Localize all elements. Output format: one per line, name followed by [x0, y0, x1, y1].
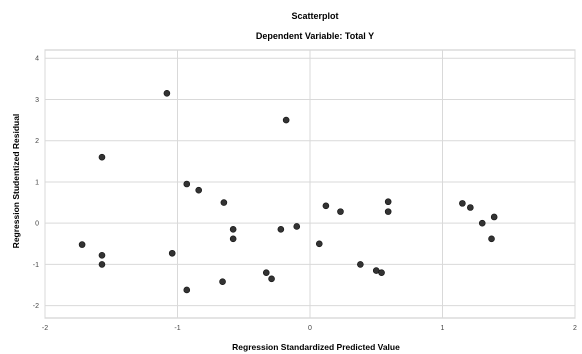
x-tick-label: 1 — [441, 325, 445, 332]
scatter-point — [467, 204, 474, 211]
y-tick-label: 1 — [35, 179, 39, 186]
x-tick-label: 0 — [308, 325, 312, 332]
x-tick-label: 2 — [573, 325, 577, 332]
scatter-point — [220, 199, 228, 206]
x-tick-label: -2 — [42, 325, 48, 332]
scatter-point — [315, 240, 323, 248]
scatter-point — [183, 180, 191, 188]
scatter-point — [459, 200, 466, 207]
scatter-point — [322, 202, 330, 210]
scatter-point — [262, 269, 270, 276]
scatter-point — [384, 208, 392, 215]
scatter-point — [378, 269, 385, 276]
scatter-point — [183, 286, 191, 294]
x-axis-ticks: -2 -1 0 1 2 — [42, 325, 577, 332]
scatter-point — [78, 241, 86, 248]
chart-subtitle: Dependent Variable: Total Y — [256, 31, 374, 41]
scatter-point — [229, 226, 237, 233]
y-tick-label: 2 — [35, 138, 39, 145]
scatter-point — [293, 223, 301, 230]
data-points — [78, 89, 498, 294]
scatter-point — [219, 278, 226, 286]
y-tick-label: 4 — [35, 56, 39, 63]
scatter-point — [357, 261, 364, 268]
scatter-point — [277, 226, 285, 233]
y-tick-label: -1 — [33, 262, 39, 269]
scatter-point — [337, 208, 344, 215]
y-tick-label: 0 — [35, 221, 39, 228]
grid-lines — [44, 50, 576, 318]
scatter-point — [163, 89, 171, 97]
scatter-point — [478, 219, 486, 227]
scatter-point — [229, 235, 237, 243]
scatter-point — [384, 198, 392, 206]
scatter-point — [490, 213, 498, 221]
scatter-point — [168, 249, 176, 257]
y-tick-label: -2 — [33, 303, 39, 310]
scatter-point — [282, 116, 290, 124]
y-tick-label: 3 — [35, 97, 39, 104]
scatter-point — [98, 261, 106, 268]
scatter-point — [98, 153, 106, 161]
scatter-point — [268, 275, 275, 283]
x-axis-label: Regression Standardized Predicted Value — [232, 342, 400, 352]
x-tick-label: -1 — [174, 325, 180, 332]
y-axis-ticks: -2 -1 0 1 2 3 4 — [33, 56, 39, 310]
scatter-point — [488, 235, 495, 243]
y-axis-label: Regression Studentized Residual — [11, 114, 21, 249]
scatter-point — [195, 186, 202, 194]
scatter-point — [98, 252, 106, 259]
chart-title: Scatterplot — [291, 11, 338, 21]
